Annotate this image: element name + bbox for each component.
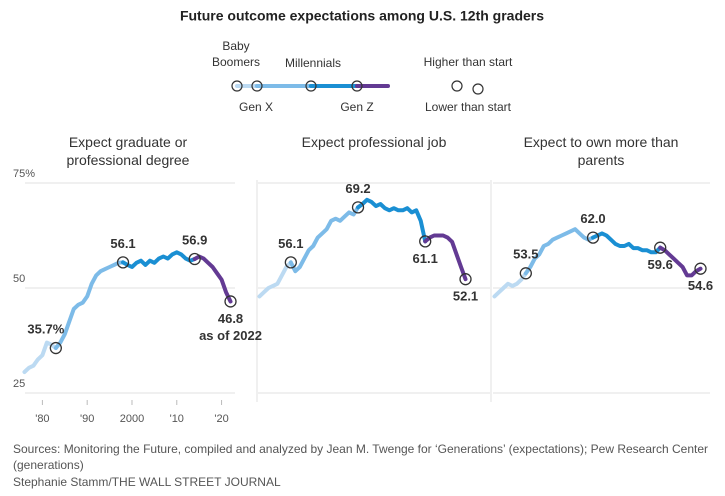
series-line [356, 197, 428, 244]
panel-title: Expect to own more than parents [523, 134, 679, 168]
panel-title: Expect graduate or professional degree [66, 134, 190, 168]
y-tick-label: 25 [13, 378, 25, 390]
legend-generation-marker [351, 80, 363, 92]
x-tick-label: 2000 [120, 413, 144, 425]
annotation-marker [586, 231, 600, 244]
annotation-label: 46.8 [218, 311, 243, 326]
annotation-marker [188, 252, 201, 266]
annotation-label: 56.9 [182, 232, 207, 247]
annotation-label: 56.1 [110, 236, 135, 251]
series-line [288, 205, 361, 274]
series-line [492, 271, 528, 299]
y-tick-label: 75% [13, 168, 35, 180]
legend-generation-marker [251, 80, 263, 92]
annotation-marker [284, 256, 297, 269]
annotation-label: 54.6 [688, 278, 713, 293]
legend-higher: Higher than start [424, 55, 513, 69]
annotation-marker [519, 267, 532, 280]
legend-label: Gen Z [340, 100, 374, 114]
x-tick-label: '20 [214, 413, 228, 425]
annotation-marker [654, 241, 667, 254]
source: Sources: Monitoring the Future, compiled… [13, 442, 709, 472]
annotation-note: as of 2022 [199, 328, 262, 343]
legend-marker-lower [472, 83, 484, 95]
series-line [423, 233, 468, 282]
legend-generation-marker [231, 80, 243, 92]
y-tick-label: 50 [13, 273, 25, 285]
legend-label: Gen X [238, 100, 274, 114]
annotation-marker [459, 273, 472, 286]
annotation-label: 53.5 [513, 247, 538, 262]
annotation-label: 59.6 [648, 257, 673, 272]
credit: Stephanie Stamm/THE WALL STREET JOURNAL [13, 475, 281, 489]
annotation-marker [351, 201, 365, 214]
annotation-label: 61.1 [413, 251, 438, 266]
annotation-label: 69.2 [345, 181, 370, 196]
x-tick-label: '80 [35, 413, 49, 425]
chart-title: Future outcome expectations among U.S. 1… [180, 8, 544, 24]
annotation-label: 35.7% [27, 321, 64, 336]
series-line [658, 245, 703, 278]
legend-marker-higher [451, 80, 463, 92]
legend-label: Millennials [284, 56, 342, 70]
series-line [53, 260, 126, 351]
series-line [22, 340, 58, 374]
annotation-label: 52.1 [453, 289, 478, 304]
series-line [192, 254, 233, 304]
legend-label: Baby Boomers [211, 39, 261, 69]
series-line [523, 227, 596, 276]
x-tick-label: '90 [80, 413, 94, 425]
x-tick-label: '10 [170, 413, 184, 425]
annotation-label: 56.1 [278, 236, 303, 251]
legend-generation-marker [305, 80, 317, 92]
series-line [591, 231, 663, 255]
series-line [121, 250, 197, 269]
annotation-marker [49, 341, 62, 355]
annotation-label: 62.0 [580, 211, 605, 226]
panel-title: Expect professional job [301, 134, 447, 150]
annotation-marker [116, 256, 130, 269]
annotation-marker [224, 295, 237, 308]
annotation-marker [694, 262, 707, 275]
series-line [257, 260, 293, 299]
legend-lower: Lower than start [425, 100, 512, 114]
annotation-marker [419, 235, 432, 248]
